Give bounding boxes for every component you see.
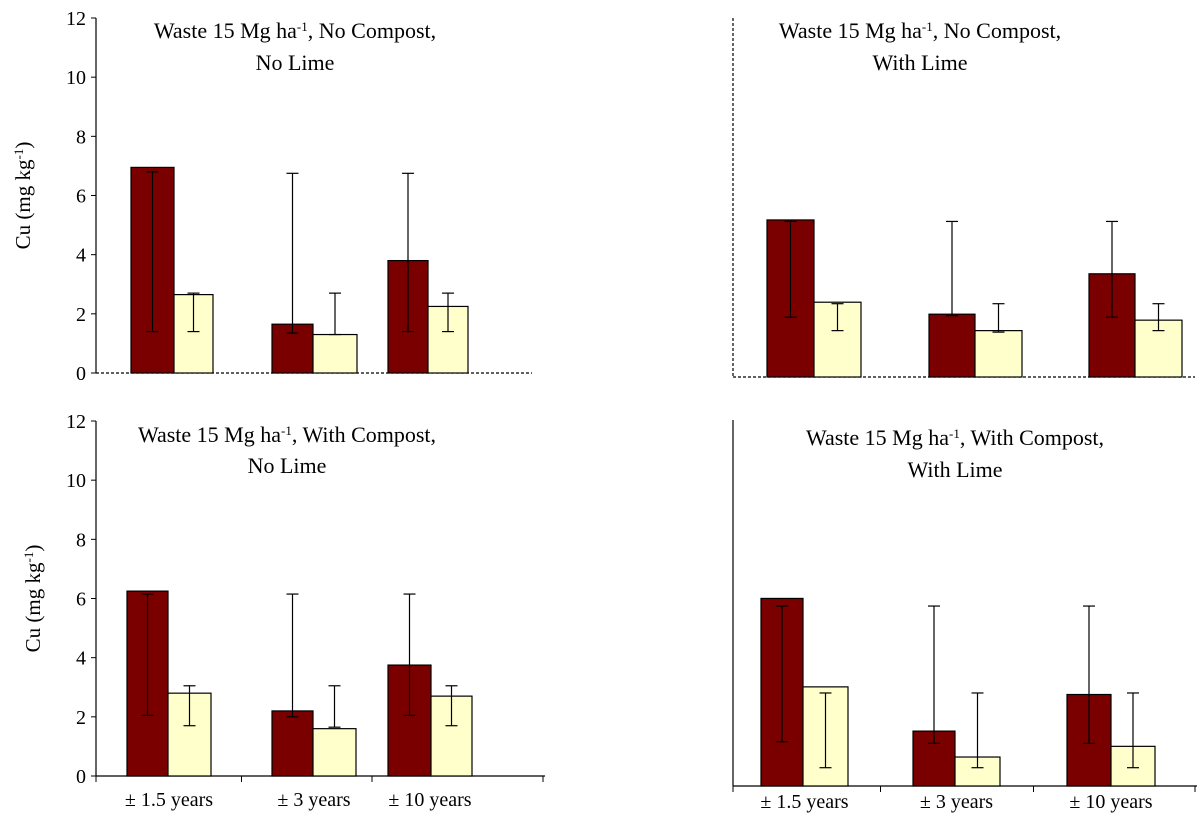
x-tick-label: ± 10 years bbox=[388, 789, 471, 811]
chart-panel-2: Waste 15 Mg ha-1, No Compost, With Lime bbox=[732, 18, 1195, 378]
bar-dark bbox=[928, 313, 976, 378]
bar-light bbox=[312, 333, 358, 374]
panel-title: Waste 15 Mg ha-1, With Compost, bbox=[806, 425, 1104, 450]
bar-light bbox=[312, 728, 357, 777]
panel-title-line2: No Lime bbox=[256, 50, 335, 75]
y-tick-label: 10 bbox=[66, 67, 86, 89]
y-axis-label: Cu (mg kg-1) bbox=[21, 545, 46, 653]
x-tick-label: ± 3 years bbox=[277, 789, 350, 811]
panel-title: Waste 15 Mg ha-1, No Compost, bbox=[154, 18, 436, 43]
y-tick-label: 10 bbox=[66, 470, 86, 492]
y-tick-label: 8 bbox=[76, 126, 86, 148]
bar-light bbox=[974, 330, 1023, 378]
chart-panel-4: Waste 15 Mg ha-1, With Compost, With Lime… bbox=[732, 420, 1197, 813]
y-tick-label: 6 bbox=[76, 589, 86, 611]
y-tick-label: 12 bbox=[66, 411, 86, 433]
chart-panel-1: 0 2 4 6 8 10 12 Cu (mg kg-1) Waste 15 Mg ha-1, N… bbox=[11, 8, 532, 385]
y-tick-label: 6 bbox=[76, 186, 86, 208]
panel-title-line2: With Lime bbox=[907, 457, 1002, 482]
y-tick-label: 12 bbox=[66, 8, 86, 30]
bar-dark bbox=[271, 710, 314, 777]
y-tick-label: 0 bbox=[76, 766, 86, 788]
x-tick-label: ± 10 years bbox=[1069, 791, 1152, 813]
y-tick-label: 4 bbox=[76, 648, 86, 670]
x-tick-label: ± 3 years bbox=[920, 791, 993, 813]
bar-light bbox=[173, 294, 214, 374]
x-tick-label: ± 1.5 years bbox=[125, 789, 213, 811]
y-tick-label: 2 bbox=[76, 707, 86, 729]
panel-title: Waste 15 Mg ha-1, No Compost, bbox=[779, 18, 1061, 43]
y-tick-label: 8 bbox=[76, 529, 86, 551]
panel-title-line2: With Lime bbox=[872, 50, 967, 75]
y-tick-label: 2 bbox=[76, 304, 86, 326]
panel-title-line2: No Lime bbox=[248, 453, 327, 478]
y-axis-label: Cu (mg kg-1) bbox=[11, 142, 36, 250]
panel-title: Waste 15 Mg ha-1, With Compost, bbox=[138, 422, 436, 447]
chart-panel-3: 0 2 4 6 8 10 12 Cu (mg kg-1) Waste 15 Mg ha-1, W… bbox=[21, 411, 545, 811]
y-tick-label: 4 bbox=[76, 245, 86, 267]
bar-light bbox=[813, 301, 862, 378]
x-tick-label: ± 1.5 years bbox=[760, 791, 848, 813]
y-tick-label: 0 bbox=[76, 363, 86, 385]
